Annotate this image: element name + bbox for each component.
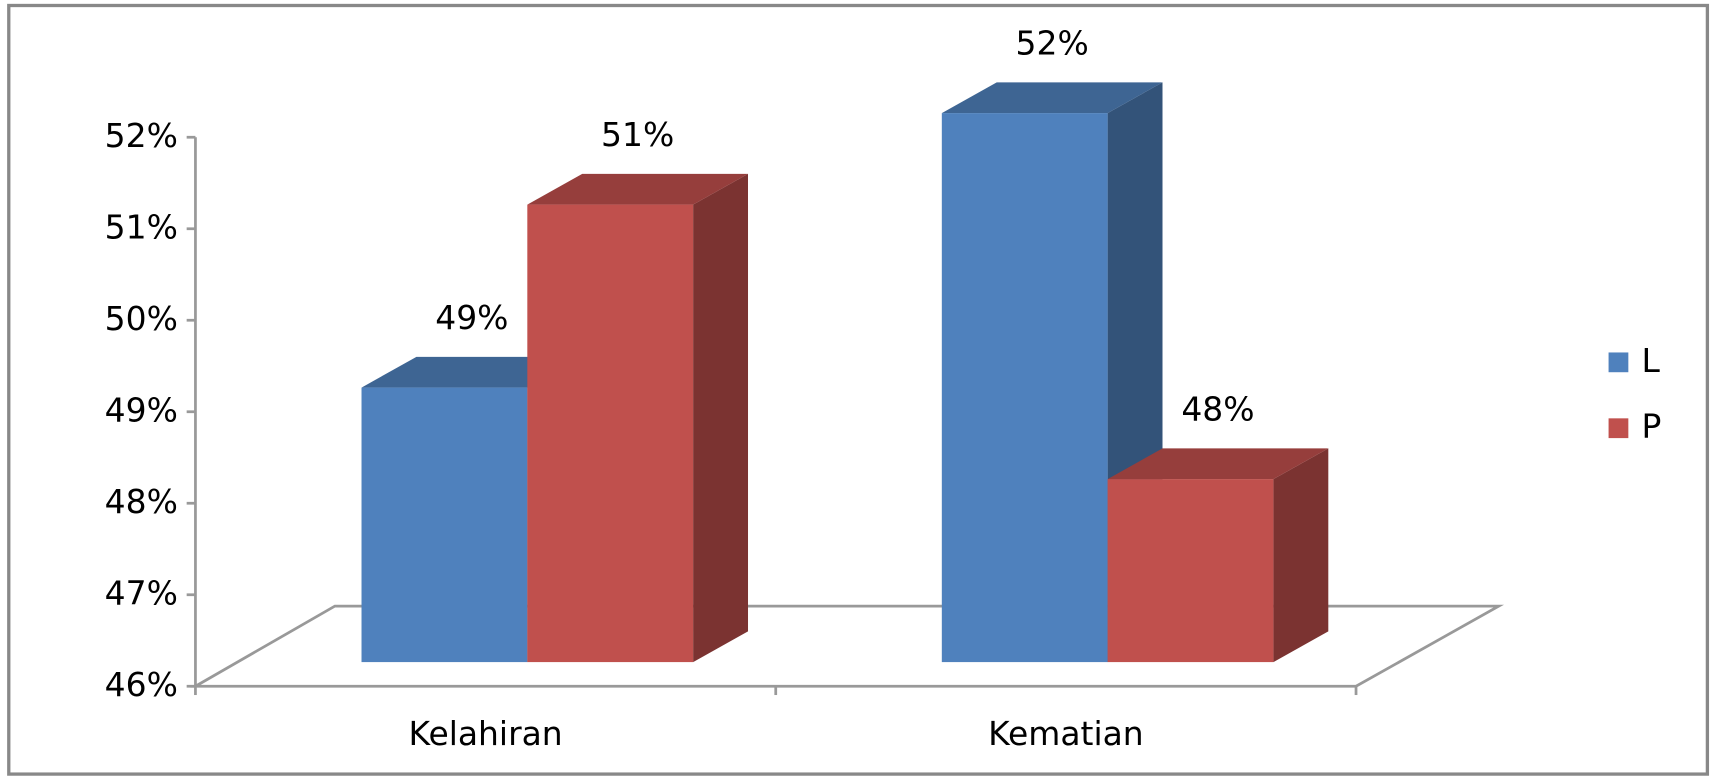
y-tick-label: 49% [105,390,178,429]
bar [941,113,1108,663]
bar-side [1273,448,1329,663]
legend-label: L [1642,341,1661,380]
bar-side [693,173,749,663]
x-tick-label: Kematian [988,714,1144,753]
y-tick-label: 52% [105,116,178,155]
floor [190,604,1505,688]
y-tick-label: 47% [105,573,178,612]
y-tick-label: 50% [105,299,178,338]
x-tick-label: Kelahiran [408,714,562,753]
y-tick-label: 48% [105,482,178,521]
bar-top [527,173,749,205]
value-label: 49% [435,298,508,337]
bar-top [941,82,1163,114]
plot: 46% 47% 48% 49% 50% 51% 52% Kelahiran 49% 51% Kema… [7,3,1710,776]
value-label: 48% [1181,390,1254,429]
bar [361,387,528,663]
bar-top [1107,448,1329,480]
y-tick-label: 46% [105,665,178,704]
legend-label: P [1642,407,1662,446]
value-label: 51% [601,115,674,154]
y-tick-label: 51% [105,207,178,246]
bar [527,204,694,663]
value-label: 52% [1016,24,1089,63]
chart-border [7,3,1710,776]
bar-top [361,356,583,388]
legend-swatch [1608,352,1629,373]
legend-swatch [1608,418,1629,439]
bar [1107,479,1274,663]
